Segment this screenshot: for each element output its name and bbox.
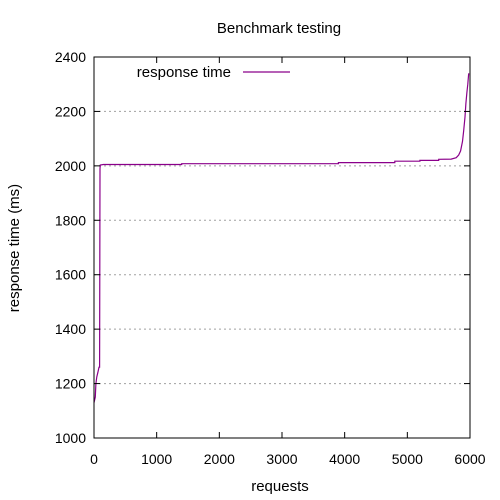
x-tick-label: 4000 [329,451,360,467]
y-tick-label: 1800 [55,212,86,228]
x-tick-label: 5000 [392,451,423,467]
y-tick-label: 2200 [55,103,86,119]
legend-label: response time [137,64,231,81]
series-group [93,73,470,403]
x-tick-label: 1000 [141,451,172,467]
x-axis-title: requests [251,478,309,495]
y-tick-label: 1400 [55,321,86,337]
y-tick-label: 1200 [55,376,86,392]
x-tick-label: 3000 [266,451,297,467]
plot-frame [93,56,471,439]
series-line-response-time [93,73,470,403]
x-tick-label: 6000 [454,451,485,467]
y-tick-label: 1600 [55,267,86,283]
chart-title: Benchmark testing [217,20,341,37]
x-tick-label: 0 [90,451,98,467]
y-axis-title: response time (ms) [6,184,23,312]
y-tick-label: 2400 [55,49,86,65]
legend: response time [137,64,290,81]
y-tick-label: 1000 [55,430,86,446]
y-tick-label: 2000 [55,158,86,174]
grid [94,110,470,385]
x-tick-label: 2000 [204,451,235,467]
